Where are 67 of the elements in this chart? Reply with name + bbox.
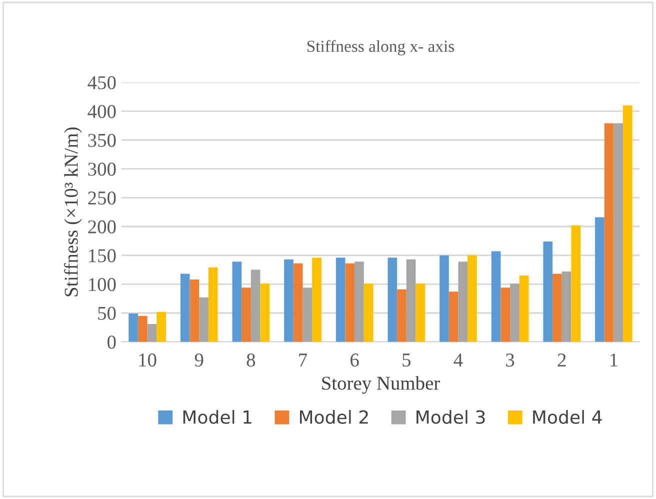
bar: [128, 314, 138, 342]
bar: [510, 284, 520, 342]
bar: [345, 263, 355, 342]
bar: [302, 288, 312, 342]
bar: [448, 292, 458, 342]
x-tick-label: 6: [350, 354, 359, 367]
bar: [491, 251, 501, 342]
bar: [397, 289, 406, 342]
bar: [190, 280, 200, 342]
x-axis-title: Storey Number: [322, 376, 440, 394]
x-tick-label: 7: [299, 354, 308, 366]
bar: [284, 259, 294, 342]
bar: [250, 270, 260, 342]
bar: [406, 259, 416, 342]
legend-label: Model 1: [183, 410, 252, 424]
bar: [468, 255, 477, 342]
bar: [623, 105, 632, 342]
y-tick-label: 250: [88, 191, 116, 205]
bar: [562, 271, 572, 342]
x-tick-label: 3: [506, 354, 514, 367]
bar: [604, 123, 614, 342]
bar: [364, 284, 374, 342]
y-tick-label: 450: [88, 76, 116, 90]
bar: [260, 284, 270, 342]
y-tick-label: 50: [98, 306, 116, 320]
bar: [519, 276, 529, 342]
bar: [312, 258, 322, 342]
x-tick-label: 8: [246, 353, 256, 367]
bar: [552, 274, 562, 342]
bar: [571, 225, 581, 342]
x-tick-label: 4: [454, 354, 463, 366]
y-tick-label: 200: [88, 220, 116, 234]
bar: [293, 263, 303, 342]
bar: [147, 324, 157, 342]
bar: [614, 123, 624, 342]
x-tick-label: 5: [402, 354, 410, 367]
legend-label: Model 2: [300, 410, 368, 424]
y-tick-label: 400: [88, 104, 116, 118]
bar: [180, 274, 190, 342]
bar: [156, 312, 166, 342]
y-tick-label: 350: [88, 134, 116, 147]
bar: [242, 288, 251, 342]
y-tick-label: 0: [108, 336, 116, 349]
bar: [388, 258, 398, 342]
legend-label: Model 3: [416, 410, 485, 424]
bar: [199, 297, 208, 342]
x-tick-label: 9: [194, 354, 204, 367]
bar: [232, 262, 242, 342]
x-tick-label: 1: [610, 354, 618, 366]
y-tick-label: 150: [89, 249, 116, 262]
bar: [354, 262, 364, 342]
legend-label: Model 4: [533, 410, 602, 424]
y-axis-title: Stiffness (×10³ kN/m): [64, 127, 82, 296]
y-tick-label: 300: [88, 162, 116, 176]
bar: [138, 316, 148, 342]
bar: [500, 288, 510, 342]
bar: [458, 262, 468, 342]
bar: [543, 241, 553, 342]
x-tick-label: 2: [558, 354, 566, 366]
chart-title: Stiffness along x- axis: [307, 40, 454, 56]
y-tick-label: 100: [89, 278, 116, 292]
bar: [595, 217, 604, 342]
bar: [208, 267, 218, 342]
bar: [336, 258, 346, 342]
bar: [416, 284, 426, 342]
x-tick-label: 10: [139, 353, 156, 367]
bar: [440, 255, 449, 342]
